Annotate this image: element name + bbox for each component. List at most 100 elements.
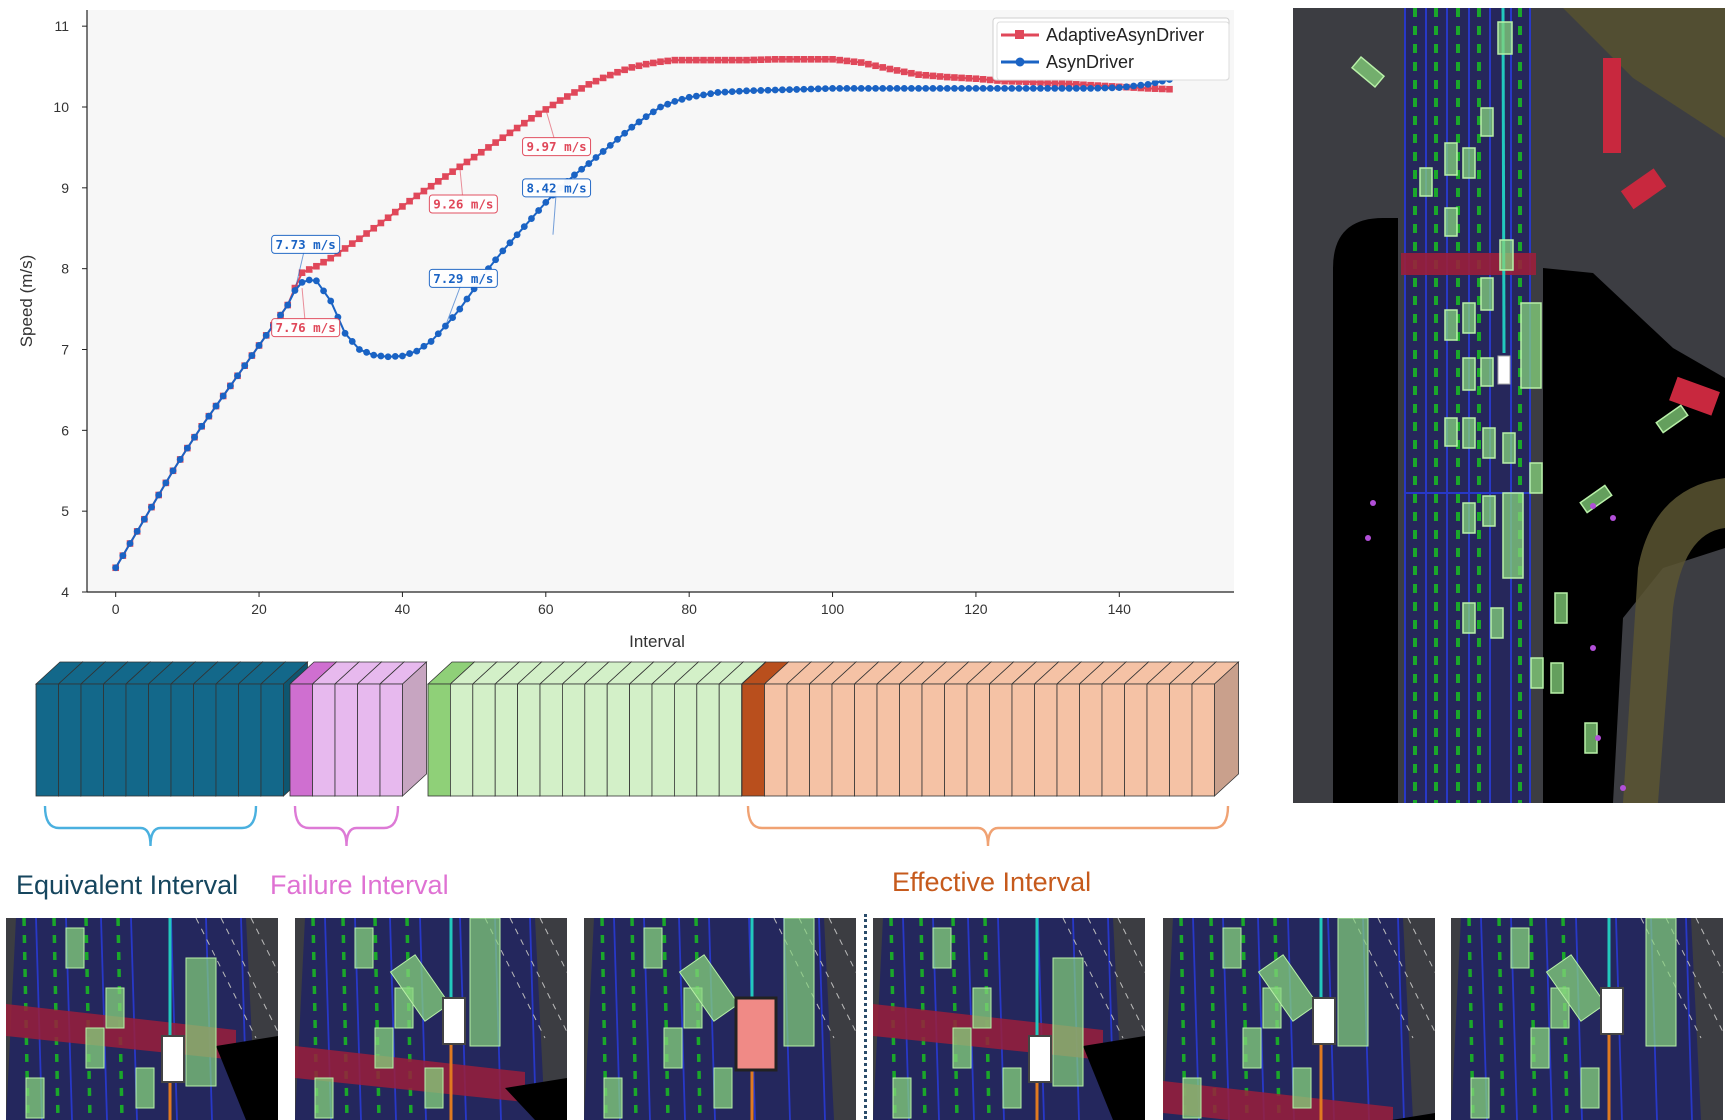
- data-point-adaptive: [865, 60, 872, 68]
- data-point-asyndriver: [219, 392, 227, 400]
- x-tick-label: 120: [964, 601, 988, 617]
- data-point-adaptive: [793, 56, 801, 63]
- data-point-adaptive: [1029, 78, 1037, 86]
- data-point-asyndriver: [298, 279, 306, 286]
- data-point-asyndriver: [535, 207, 543, 214]
- data-point-adaptive: [779, 56, 786, 63]
- data-point-adaptive: [886, 65, 894, 73]
- data-point-adaptive: [671, 56, 679, 64]
- x-tick-label: 0: [112, 601, 120, 617]
- data-point-adaptive: [678, 56, 686, 64]
- data-point-adaptive: [298, 269, 306, 277]
- data-point-asyndriver: [456, 305, 464, 313]
- x-tick-label: 20: [251, 601, 267, 617]
- data-point-adaptive: [721, 56, 729, 64]
- ego-vehicle: [1497, 355, 1511, 385]
- data-point-asyndriver: [700, 91, 707, 99]
- data-point-asyndriver: [951, 85, 958, 92]
- failure-brace: [293, 805, 400, 847]
- x-tick-label: 100: [821, 601, 845, 617]
- data-point-asyndriver: [585, 160, 593, 167]
- data-point-adaptive: [922, 71, 930, 79]
- data-point-adaptive: [320, 258, 327, 266]
- data-point-asyndriver: [872, 85, 879, 92]
- failure-block-slab: [378, 661, 428, 797]
- data-point-asyndriver: [399, 352, 406, 360]
- data-point-adaptive: [807, 56, 815, 63]
- data-point-adaptive: [771, 56, 779, 63]
- sidewalk-curve: [1623, 478, 1725, 803]
- failure-interval-label: Failure Interval: [270, 870, 449, 900]
- data-point-asyndriver: [434, 330, 442, 338]
- data-point-asyndriver: [348, 338, 356, 345]
- y-tick-label: 7: [61, 342, 69, 358]
- data-point-adaptive: [693, 56, 700, 64]
- data-point-adaptive: [327, 254, 335, 262]
- data-point-asyndriver: [162, 479, 170, 487]
- data-point-adaptive: [528, 115, 535, 122]
- data-point-asyndriver: [313, 277, 320, 285]
- data-point-asyndriver: [1072, 85, 1080, 92]
- data-point-asyndriver: [972, 85, 980, 92]
- data-point-asyndriver: [649, 108, 657, 116]
- data-point-adaptive: [599, 74, 607, 82]
- data-point-asyndriver: [327, 297, 335, 305]
- data-point-adaptive: [513, 124, 521, 132]
- data-point-adaptive: [850, 58, 858, 66]
- data-point-adaptive: [750, 56, 757, 64]
- data-point-asyndriver: [678, 95, 686, 103]
- data-point-adaptive: [1166, 85, 1173, 93]
- data-point-adaptive: [427, 182, 435, 190]
- data-point-adaptive: [571, 89, 578, 96]
- annotation-box: [428, 194, 498, 214]
- data-point-asyndriver: [449, 314, 457, 321]
- scene-thumbnail-2: [295, 918, 567, 1120]
- data-point-asyndriver: [176, 456, 184, 463]
- crosswalk: [1401, 253, 1536, 275]
- annotation-box: [522, 178, 592, 198]
- y-tick-label: 9: [61, 180, 69, 196]
- scene-thumbnail-6: [1451, 918, 1723, 1120]
- data-point-adaptive: [313, 262, 320, 270]
- data-point-adaptive: [872, 62, 879, 70]
- scene-thumbnail-3: [584, 918, 856, 1120]
- data-point-adaptive: [929, 72, 937, 80]
- x-tick-label: 140: [1108, 601, 1132, 617]
- data-point-adaptive: [994, 77, 1001, 84]
- data-point-adaptive: [1022, 78, 1030, 86]
- data-point-adaptive: [757, 56, 765, 64]
- data-point-adaptive: [377, 219, 385, 227]
- data-point-asyndriver: [1115, 84, 1123, 91]
- annotation-label: 7.73 m/s: [276, 237, 336, 252]
- data-point-asyndriver: [628, 123, 636, 131]
- equivalent-interval-label: Equivalent Interval: [16, 870, 239, 900]
- data-point-asyndriver: [721, 88, 729, 96]
- data-point-adaptive: [786, 56, 793, 63]
- scene-thumbnail-5: [1163, 918, 1435, 1120]
- data-point-asyndriver: [1029, 85, 1037, 92]
- y-tick-label: 4: [61, 584, 69, 600]
- y-tick-label: 6: [61, 422, 69, 438]
- data-point-asyndriver: [850, 85, 858, 92]
- data-point-adaptive: [564, 93, 571, 100]
- data-point-asyndriver: [778, 86, 786, 94]
- offroad-left: [1333, 218, 1398, 803]
- data-point-asyndriver: [1065, 85, 1073, 92]
- data-point-adaptive: [556, 97, 564, 104]
- data-point-adaptive: [915, 71, 922, 78]
- data-point-asyndriver: [198, 422, 206, 430]
- data-point-asyndriver: [621, 129, 629, 137]
- legend-item-asyndriver: AsynDriver: [1046, 52, 1134, 72]
- data-point-adaptive: [1008, 78, 1016, 85]
- legend-marker-circle: [1015, 57, 1025, 67]
- data-point-asyndriver: [578, 165, 586, 173]
- data-point-adaptive: [707, 56, 714, 64]
- data-point-adaptive: [1001, 77, 1008, 85]
- data-point-asyndriver: [226, 382, 234, 390]
- data-point-adaptive: [951, 74, 958, 81]
- sidewalk-top-right: [1563, 8, 1725, 138]
- data-point-adaptive: [1058, 80, 1066, 87]
- data-point-asyndriver: [155, 491, 163, 499]
- data-point-adaptive: [1144, 85, 1152, 92]
- data-point-asyndriver: [133, 527, 141, 535]
